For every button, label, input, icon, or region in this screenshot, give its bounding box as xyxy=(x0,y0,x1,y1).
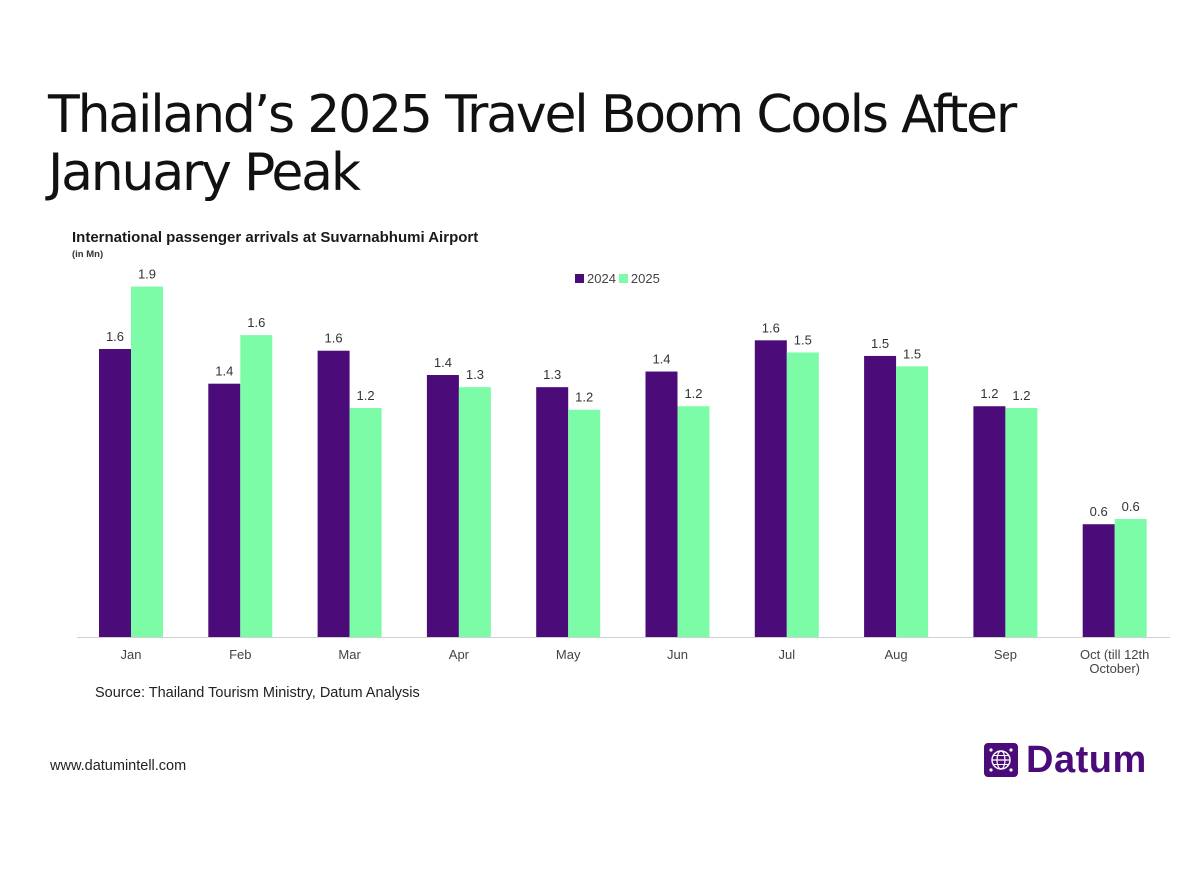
bar-2025-8 xyxy=(1005,407,1038,637)
legend-label-2024: 2024 xyxy=(587,271,616,286)
data-label-2025-9: 0.6 xyxy=(1122,499,1140,514)
bar-2025-4 xyxy=(568,409,601,637)
data-label-2024-5: 1.4 xyxy=(652,352,670,367)
bar-2024-1 xyxy=(208,383,241,637)
data-label-2025-8: 1.2 xyxy=(1012,388,1030,403)
x-tick-label-8: Sep xyxy=(994,647,1017,662)
data-label-2025-5: 1.2 xyxy=(684,386,702,401)
data-label-2024-3: 1.4 xyxy=(434,355,452,370)
data-label-2024-2: 1.6 xyxy=(325,331,343,346)
x-tick-label-0: Jan xyxy=(121,647,142,662)
data-label-2024-6: 1.6 xyxy=(762,320,780,335)
x-tick-label-4: May xyxy=(556,647,581,662)
data-label-2025-7: 1.5 xyxy=(903,346,921,361)
chart-unit: (in Mn) xyxy=(72,249,104,260)
bar-2025-1 xyxy=(240,335,273,637)
data-label-2025-2: 1.2 xyxy=(357,388,375,403)
x-tick-label-6: Jul xyxy=(778,647,795,662)
chart-title: International passenger arrivals at Suva… xyxy=(72,229,479,246)
bar-2024-2 xyxy=(317,350,350,637)
bar-2025-5 xyxy=(677,406,710,637)
legend-swatch-2025 xyxy=(618,274,628,283)
legend-label-2025: 2025 xyxy=(630,271,660,286)
bar-2024-7 xyxy=(864,355,897,637)
bar-2024-8 xyxy=(973,406,1006,637)
x-tick-label-2: Mar xyxy=(338,647,361,662)
bar-2025-0 xyxy=(131,286,163,637)
bar-2025-3 xyxy=(458,387,491,637)
logo-text: Datum xyxy=(1026,739,1147,781)
bar-chart: 1.6 1.9 Jan 1.4 1.6 Feb 1.6 1.2 Mar 1.4 1.3 Apr 1.3 1… xyxy=(77,267,1170,676)
chart-legend: 2024 2025 xyxy=(575,271,663,286)
data-label-2025-0: 1.9 xyxy=(138,267,156,282)
source-note: Source: Thailand Tourism Ministry, Datum… xyxy=(95,685,420,701)
bar-2025-2 xyxy=(349,407,382,637)
legend-item-2024: 2024 xyxy=(575,271,616,286)
data-label-2025-3: 1.3 xyxy=(466,367,484,382)
datum-logo: Datum xyxy=(984,740,1147,780)
bar-2025-6 xyxy=(786,352,819,637)
data-label-2025-1: 1.6 xyxy=(247,315,265,330)
data-label-2024-7: 1.5 xyxy=(871,336,889,351)
data-label-2025-6: 1.5 xyxy=(794,332,812,347)
page-title: Thailand’s 2025 Travel Boom Cools After … xyxy=(48,85,1017,203)
data-label-2024-1: 1.4 xyxy=(215,364,233,379)
data-label-2024-8: 1.2 xyxy=(980,386,998,401)
data-label-2025-4: 1.2 xyxy=(575,390,593,405)
data-label-2024-0: 1.6 xyxy=(106,329,124,344)
data-label-2024-4: 1.3 xyxy=(543,367,561,382)
globe-icon xyxy=(984,743,1018,777)
x-tick-label-5: Jun xyxy=(667,647,688,662)
x-tick-label-1: Feb xyxy=(229,647,251,662)
bar-2024-3 xyxy=(426,375,459,637)
x-tick-label-3: Apr xyxy=(449,647,470,662)
x-tick-label-9: Oct (till 12th October) xyxy=(1080,647,1149,676)
x-tick-label-7: Aug xyxy=(885,647,908,662)
bar-2025-7 xyxy=(896,366,929,637)
bar-2024-5 xyxy=(645,371,678,637)
bar-2024-4 xyxy=(536,387,569,637)
data-label-2024-9: 0.6 xyxy=(1090,504,1108,519)
bar-2024-6 xyxy=(754,340,787,637)
website-url[interactable]: www.datumintell.com xyxy=(50,758,187,774)
bar-2024-0 xyxy=(99,348,131,637)
legend-swatch-2024 xyxy=(575,274,584,283)
bar-2025-9 xyxy=(1114,519,1147,637)
bar-2024-9 xyxy=(1082,524,1115,637)
legend-item-2025: 2025 xyxy=(618,271,660,286)
